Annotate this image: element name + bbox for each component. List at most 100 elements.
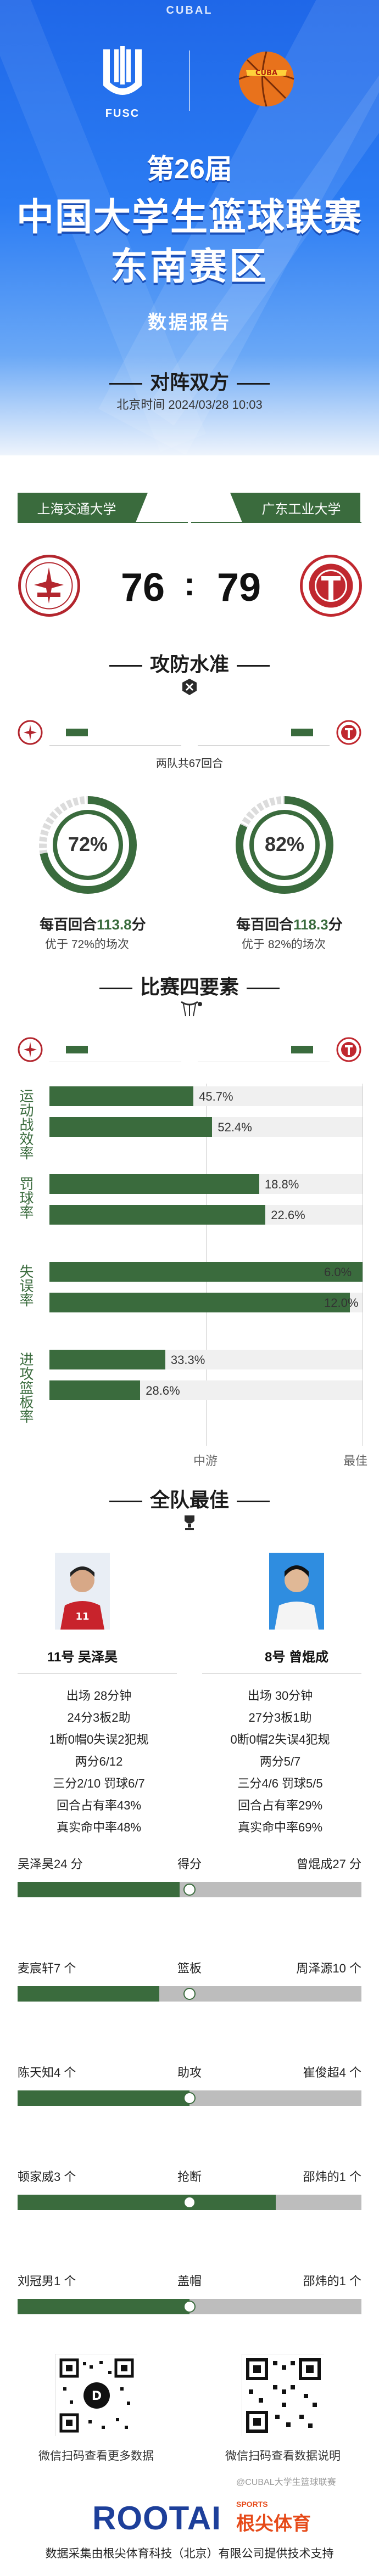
away-player-stat-line: 回合占有率29% bbox=[237, 1799, 323, 1812]
factor-label: 运动战效率 bbox=[18, 1089, 34, 1160]
session-label: 第26届 bbox=[147, 154, 232, 184]
comparison-center-marker bbox=[183, 2092, 196, 2104]
away-player-stat-line: 三分4/6 罚球5/5 bbox=[237, 1777, 323, 1790]
comparison-right-player: 崔俊超4 个 bbox=[303, 2066, 361, 2079]
home-team-crest-icon bbox=[18, 555, 80, 617]
watermark-text: @CUBAL大学生篮球联赛 bbox=[236, 2478, 336, 2487]
home-factor-value: 6.0% bbox=[324, 1265, 352, 1279]
comparison-left-player: 吴泽昊24 分 bbox=[18, 1857, 83, 1871]
header-banner: CUBAL FUSC CUBA 第26届 中国大学生篮球联赛 东南赛区 数据报告 bbox=[0, 0, 379, 455]
away-factor-bar bbox=[49, 1380, 141, 1400]
home-short-bar bbox=[66, 729, 88, 736]
comparison-stat-label: 抢断 bbox=[177, 2170, 202, 2184]
home-mini-crest-icon bbox=[18, 1037, 43, 1062]
comparison-bar-right-share bbox=[275, 2195, 361, 2210]
title-line-decor bbox=[109, 1500, 142, 1502]
comparison-stat-label: 篮板 bbox=[177, 1961, 202, 1975]
qr-code-data-explain[interactable] bbox=[242, 2354, 325, 2437]
svg-text:11: 11 bbox=[75, 1611, 89, 1622]
footer-credit: 数据采集由根尖体育科技（北京）有限公司提供技术支持 bbox=[45, 2547, 334, 2560]
home-player-stat-line: 两分6/12 bbox=[75, 1755, 123, 1768]
away-short-bar bbox=[291, 729, 313, 736]
axis-best-label: 最佳 bbox=[343, 1454, 368, 1468]
home-factor-value: 18.8% bbox=[264, 1177, 299, 1191]
section-four-factors-title: 比赛四要素 bbox=[0, 971, 379, 1000]
comparison-bar-right-share bbox=[190, 2299, 361, 2314]
divider-line bbox=[49, 745, 181, 746]
tag-underline bbox=[191, 522, 361, 523]
title-line-1: 中国大学生篮球联赛 bbox=[16, 196, 363, 238]
away-team-tag: 广东工业大学 bbox=[230, 493, 360, 522]
home-player-stat-line: 1断0帽0失误2犯规 bbox=[49, 1733, 149, 1746]
section-matchup-title: 对阵双方 bbox=[0, 367, 379, 395]
comparison-stat-label: 盖帽 bbox=[177, 2274, 202, 2288]
svg-text:D: D bbox=[92, 2389, 102, 2403]
title-line-decor bbox=[237, 1500, 270, 1502]
rootai-cn-name: 根尖体育 bbox=[236, 2513, 311, 2534]
qr-code-more-data[interactable]: D bbox=[55, 2354, 138, 2437]
home-player-stat-line: 回合占有率43% bbox=[56, 1799, 142, 1812]
divider-line bbox=[202, 1673, 361, 1674]
fusc-logo-icon bbox=[103, 46, 142, 95]
title-line-2: 东南赛区 bbox=[110, 246, 269, 288]
both-teams-possessions: 两队共67回合 bbox=[155, 758, 224, 770]
comparison-left-player: 麦宸轩7 个 bbox=[18, 1961, 76, 1975]
away-factor-value: 12.0% bbox=[324, 1296, 359, 1310]
away-mini-crest-icon bbox=[336, 720, 361, 745]
title-line-decor bbox=[237, 382, 270, 385]
comparison-right-player: 周泽源10 个 bbox=[296, 1961, 361, 1975]
away-team-crest-icon bbox=[300, 555, 362, 617]
away-player-stat-line: 真实命中率69% bbox=[237, 1820, 323, 1834]
comparison-bar-right-share bbox=[179, 1882, 361, 1897]
rootai-sports-label: SPORTS bbox=[236, 2500, 268, 2509]
report-subtitle: 数据报告 bbox=[148, 312, 231, 333]
away-player-stat-line: 0断0帽2失误4犯规 bbox=[230, 1733, 330, 1746]
home-percentile-ring bbox=[39, 796, 137, 894]
home-player-stat-line: 三分2/10 罚球6/7 bbox=[53, 1777, 145, 1790]
home-player-stat-line: 24分3板2助 bbox=[67, 1711, 131, 1724]
away-percentile-value: 82% bbox=[264, 833, 305, 855]
comparison-center-marker bbox=[183, 2301, 196, 2313]
away-player-photo bbox=[269, 1553, 324, 1630]
away-player-stat-line: 出场 30分钟 bbox=[247, 1689, 313, 1703]
home-short-bar bbox=[66, 1046, 88, 1053]
home-factor-value: 33.3% bbox=[170, 1353, 205, 1367]
basketball-hoop-icon bbox=[181, 1001, 202, 1017]
away-percentile-ring bbox=[236, 796, 333, 894]
axis-mid-label: 中游 bbox=[193, 1454, 218, 1468]
away-factor-bar bbox=[49, 1205, 266, 1225]
home-player-photo: 11 bbox=[55, 1553, 110, 1630]
away-player-stat-line: 27分3板1助 bbox=[248, 1711, 312, 1724]
home-team-tag: 上海交通大学 bbox=[18, 493, 148, 522]
section-offense-title: 攻防水准 bbox=[0, 649, 379, 677]
home-better-than: 优于 72%的场次 bbox=[45, 938, 129, 951]
qr-left-caption: 微信扫码查看更多数据 bbox=[38, 2450, 154, 2462]
cubal-mark: CUBAL bbox=[166, 4, 213, 16]
match-time: 北京时间 2024/03/28 10:03 bbox=[116, 398, 263, 412]
comparison-left-player: 陈天知4 个 bbox=[18, 2066, 76, 2079]
title-line-decor bbox=[109, 664, 142, 667]
home-factor-bar bbox=[49, 1174, 259, 1194]
away-per100: 每百回合118.3分 bbox=[236, 916, 343, 933]
title-line-decor bbox=[237, 664, 270, 667]
home-factor-bar bbox=[49, 1350, 165, 1369]
title-line-decor bbox=[109, 382, 142, 385]
tag-underline bbox=[18, 522, 188, 523]
away-factor-value: 22.6% bbox=[271, 1208, 305, 1222]
comparison-right-player: 曾焜成27 分 bbox=[296, 1857, 361, 1871]
rootai-brand: ROOTAI bbox=[92, 2500, 221, 2536]
comparison-stat-label: 得分 bbox=[177, 1857, 202, 1871]
home-player-name: 11号 吴泽昊 bbox=[47, 1650, 118, 1665]
home-player-stat-line: 出场 28分钟 bbox=[66, 1689, 132, 1703]
away-factor-value: 52.4% bbox=[218, 1120, 252, 1134]
away-better-than: 优于 82%的场次 bbox=[242, 938, 326, 951]
cross-sword-icon bbox=[182, 679, 197, 695]
home-mini-crest-icon bbox=[18, 720, 43, 745]
qr-right-caption: 微信扫码查看数据说明 bbox=[225, 2450, 341, 2462]
home-factor-bar bbox=[49, 1086, 194, 1106]
svg-text:CUBA: CUBA bbox=[255, 69, 277, 77]
factor-label: 罚球率 bbox=[18, 1176, 34, 1219]
away-mini-crest-icon bbox=[336, 1037, 361, 1062]
home-percentile-value: 72% bbox=[68, 833, 108, 855]
away-factor-value: 28.6% bbox=[146, 1384, 180, 1397]
